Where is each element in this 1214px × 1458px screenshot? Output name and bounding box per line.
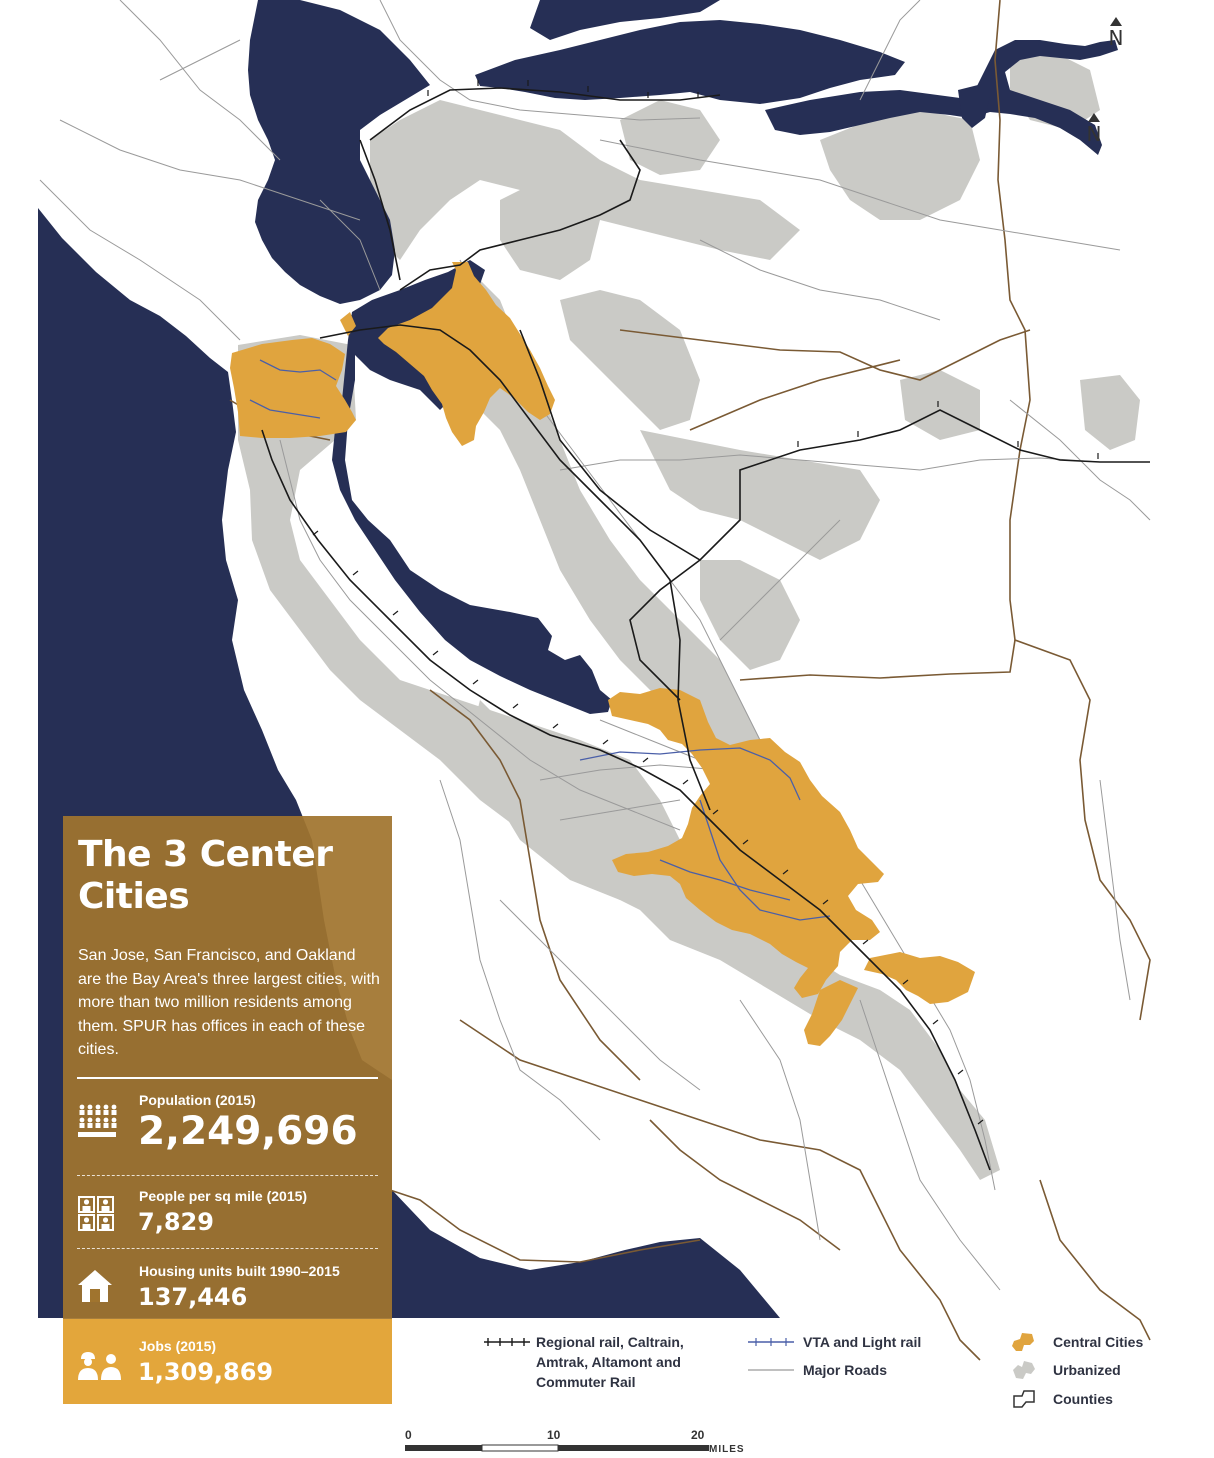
- san-jose-city: [608, 688, 884, 998]
- north-label: N: [1104, 28, 1128, 48]
- panel-description: San Jose, San Francisco, and Oakland are…: [78, 947, 380, 1058]
- north-letter: N: [1108, 26, 1124, 50]
- scale-unit-label: MILES: [709, 1444, 745, 1455]
- delta-channel: [765, 40, 1118, 155]
- suisun-marsh: [530, 0, 720, 40]
- north-label-secondary: N: [1082, 124, 1106, 144]
- stat-value: 7,829: [138, 1208, 214, 1236]
- workers-icon: [76, 1350, 124, 1387]
- san-jose-east: [804, 980, 858, 1046]
- north-letter: N: [1086, 122, 1102, 146]
- scale-tick-label: 0: [405, 1428, 412, 1442]
- scale-tick-label: 10: [547, 1428, 561, 1442]
- san-francisco-city: [230, 338, 356, 438]
- legend-central-cities-label: Central Cities: [1053, 1334, 1144, 1350]
- legend-rail-line: Regional rail, Caltrain,: [536, 1334, 684, 1350]
- jobs-panel-background: [63, 1319, 392, 1404]
- oakland-city: [378, 262, 555, 446]
- urbanized-symbol: [1010, 1359, 1038, 1386]
- central-cities: [230, 262, 975, 1046]
- rail-ticks: [312, 80, 1099, 1125]
- stat-value: 137,446: [138, 1283, 248, 1311]
- stat-label: Population (2015): [139, 1092, 256, 1108]
- stat-value: 2,249,696: [138, 1109, 358, 1154]
- house-icon: [76, 1268, 114, 1309]
- info-panel-background: [63, 816, 392, 1319]
- light-rail-symbol: [748, 1335, 794, 1354]
- divider: [77, 1248, 378, 1249]
- stat-label: People per sq mile (2015): [139, 1188, 308, 1204]
- county-boundaries: [229, 0, 1151, 1361]
- major-roads-symbol: [748, 1362, 794, 1380]
- stat-label: Housing units built 1990–2015: [139, 1263, 340, 1279]
- suisun-bay: [475, 20, 905, 104]
- people-group-icon: [76, 1103, 118, 1144]
- scale-bar-graphic: [405, 1444, 709, 1452]
- north-arrows: [1088, 17, 1122, 122]
- legend-rail-label: Regional rail, Caltrain, Amtrak, Altamon…: [536, 1332, 684, 1392]
- divider: [77, 1175, 378, 1176]
- regional-rail-lines: [261, 87, 1150, 1171]
- san-francisco-bay: [332, 260, 612, 714]
- counties-symbol: [1010, 1388, 1038, 1415]
- legend-counties-label: Counties: [1053, 1391, 1113, 1407]
- legend-rail-line: Amtrak, Altamont and: [536, 1354, 681, 1370]
- stat-label: Jobs (2015): [139, 1338, 217, 1354]
- panel-title: The 3 Center Cities: [78, 834, 333, 917]
- divider: [77, 1077, 378, 1079]
- info-panel: The 3 Center Cities San Jose, San Franci…: [63, 816, 392, 1404]
- scale-bar: 0 10 20 MILES: [405, 1428, 765, 1458]
- vta-light-rail-lines: [249, 359, 831, 921]
- people-grid-icon: [76, 1195, 116, 1236]
- san-jose-south: [864, 952, 975, 1004]
- san-pablo-bay: [248, 0, 430, 304]
- rail-line-symbol: [484, 1335, 530, 1354]
- delta-island: [958, 84, 990, 128]
- scale-tick-label: 20: [691, 1428, 705, 1442]
- legend-rail-line: Commuter Rail: [536, 1374, 636, 1390]
- oakland-island: [340, 312, 356, 336]
- legend-light-rail-label: VTA and Light rail: [803, 1334, 922, 1350]
- central-cities-symbol: [1010, 1331, 1038, 1358]
- legend-roads-label: Major Roads: [803, 1362, 888, 1378]
- stat-value: 1,309,869: [138, 1358, 274, 1386]
- legend-urbanized-label: Urbanized: [1053, 1362, 1121, 1378]
